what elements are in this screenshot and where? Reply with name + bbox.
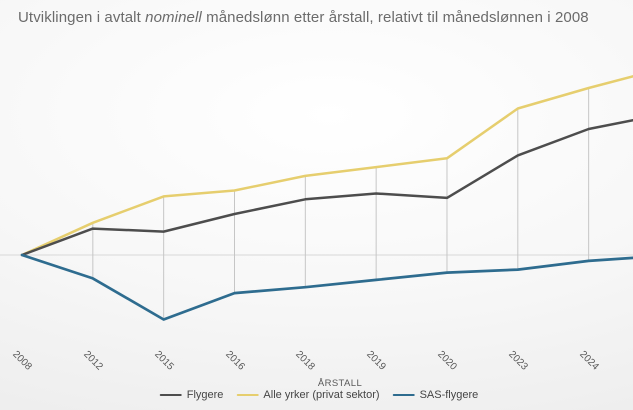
chart-legend: Flygere Alle yrker (privat sektor) SAS-fly…: [159, 389, 479, 401]
legend-swatch-flygere: [159, 393, 182, 397]
line-chart: [0, 75, 633, 321]
legend-swatch-sas-flygere: [392, 393, 415, 397]
legend-item-flygere: Flygere: [159, 389, 224, 401]
x-axis-title: ÅRSTALL: [317, 378, 363, 389]
legend-label-alle-yrker-privat-sektor: Alle yrker (privat sektor): [263, 389, 380, 401]
series-line-sas-flygere: [20, 253, 633, 321]
x-tick-label-2019: 2019: [364, 349, 388, 373]
x-tick-label-2012: 2012: [81, 349, 105, 373]
legend-item-alle-yrker-privat-sektor: Alle yrker (privat sektor): [236, 389, 380, 401]
chart-title: Utviklingen i avtalt nominell månedslønn…: [18, 7, 633, 28]
x-tick-label-2018: 2018: [293, 349, 318, 373]
legend-label-flygere: Flygere: [186, 389, 224, 401]
legend-label-sas-flygere: SAS-flygere: [419, 389, 479, 401]
x-tick-label-2015: 2015: [151, 349, 176, 373]
x-tick-label-2024: 2024: [576, 349, 601, 373]
chart-title-suffix: månedslønn etter årstall, relativt til m…: [201, 9, 589, 26]
chart-title-prefix: Utviklingen i avtalt: [18, 9, 146, 26]
x-tick-label-2016: 2016: [222, 349, 247, 373]
chart-title-italic: nominell: [145, 9, 202, 26]
series-line-flygere: [20, 118, 633, 257]
legend-item-sas-flygere: SAS-flygere: [392, 389, 479, 401]
legend-swatch-alle-yrker-privat-sektor: [236, 393, 259, 397]
x-tick-label-2020: 2020: [435, 349, 459, 373]
x-tick-label-2023: 2023: [506, 349, 530, 373]
x-tick-label-2008: 2008: [10, 349, 34, 373]
series-line-alle-yrker-privat-sektor: [20, 75, 633, 257]
